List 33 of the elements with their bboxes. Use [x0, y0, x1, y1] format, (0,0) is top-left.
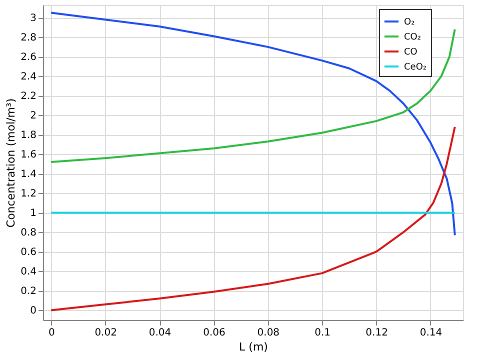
y-tick-label: 2 — [30, 110, 36, 122]
x-tick-label: 0 — [48, 328, 55, 338]
x-tick-label: 0.12 — [366, 328, 388, 338]
line-series — [50, 12, 456, 236]
y-tick-label: 1.4 — [20, 169, 36, 180]
y-tick-label: 2.6 — [20, 52, 36, 64]
line-series — [50, 126, 456, 312]
x-tick-label: 0.1 — [314, 328, 331, 338]
x-axis-title: L (m) — [239, 340, 268, 354]
y-tick-label: 1.2 — [20, 188, 36, 200]
x-tick-label: 0.08 — [257, 328, 280, 338]
legend-label: CeO₂ — [404, 62, 427, 72]
legend-label: O₂ — [404, 18, 416, 28]
line-series — [50, 28, 456, 164]
y-tick-label: 1.8 — [20, 130, 36, 142]
y-tick-label: 2.8 — [20, 32, 36, 44]
y-tick-label: 1 — [30, 208, 36, 220]
y-tick-label: 0.6 — [20, 247, 36, 258]
x-tick-label: 0.14 — [420, 328, 442, 338]
x-tick-label: 0.02 — [94, 328, 117, 338]
legend-label: CO — [404, 48, 418, 58]
y-tick-label: 1.6 — [20, 150, 36, 161]
x-tick-label: 0.06 — [203, 328, 226, 338]
y-tick-label: 0.2 — [20, 286, 36, 298]
x-tick-label: 0.04 — [148, 328, 172, 338]
y-tick-label: 0.4 — [20, 266, 36, 278]
y-tick-label: 2.4 — [20, 72, 36, 83]
legend-label: CO₂ — [404, 32, 422, 42]
y-axis-title: Concentration (mol/m³) — [4, 98, 18, 228]
y-tick-label: 3 — [30, 13, 36, 24]
y-tick-label: 2.2 — [20, 91, 36, 102]
y-tick-label: 0.8 — [20, 228, 36, 239]
y-tick-label: 0 — [30, 306, 36, 317]
